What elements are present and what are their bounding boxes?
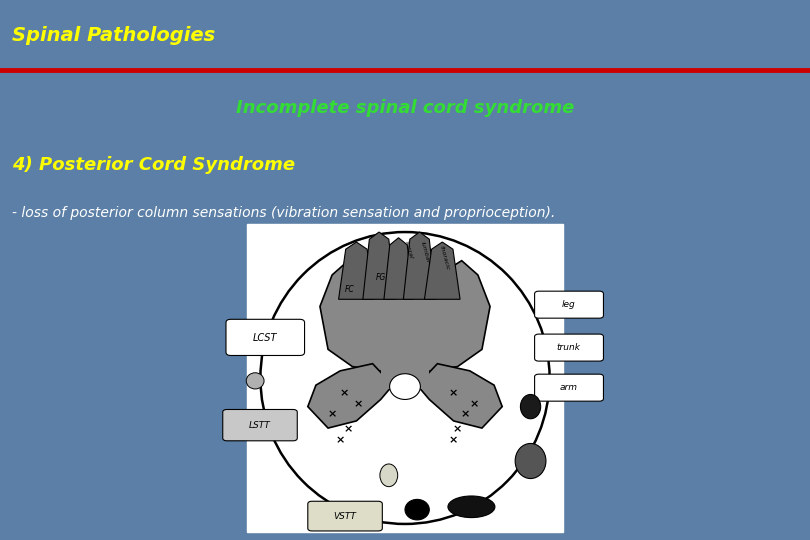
- Text: thoracic: thoracic: [438, 245, 450, 271]
- Text: ×: ×: [327, 409, 337, 419]
- Text: LSTT: LSTT: [249, 421, 271, 430]
- Ellipse shape: [246, 373, 264, 389]
- Text: ×: ×: [339, 388, 349, 399]
- FancyBboxPatch shape: [223, 409, 297, 441]
- Text: ×: ×: [449, 388, 458, 399]
- Text: VSTT: VSTT: [334, 512, 356, 521]
- Text: leg: leg: [562, 300, 575, 309]
- Text: LCST: LCST: [253, 333, 277, 343]
- Polygon shape: [403, 232, 436, 299]
- Ellipse shape: [521, 394, 541, 419]
- Text: Spinal Pathologies: Spinal Pathologies: [12, 25, 215, 45]
- Text: ×: ×: [453, 424, 463, 435]
- Ellipse shape: [405, 500, 429, 520]
- Text: Incomplete spinal cord syndrome: Incomplete spinal cord syndrome: [236, 99, 574, 117]
- FancyBboxPatch shape: [535, 334, 603, 361]
- Polygon shape: [381, 361, 429, 389]
- Polygon shape: [384, 238, 413, 299]
- Text: sacral: sacral: [404, 240, 414, 259]
- Polygon shape: [424, 242, 460, 299]
- FancyBboxPatch shape: [535, 291, 603, 318]
- Text: lumbar: lumbar: [420, 241, 431, 264]
- Text: ×: ×: [343, 424, 353, 435]
- FancyBboxPatch shape: [535, 374, 603, 401]
- Ellipse shape: [448, 496, 495, 517]
- Text: - loss of posterior column sensations (vibration sensation and proprioception).: - loss of posterior column sensations (v…: [12, 206, 556, 220]
- FancyBboxPatch shape: [308, 501, 382, 531]
- FancyBboxPatch shape: [226, 319, 305, 355]
- Text: trunk: trunk: [556, 343, 581, 352]
- Ellipse shape: [390, 374, 420, 400]
- Text: FG: FG: [376, 273, 386, 282]
- Polygon shape: [320, 261, 490, 375]
- Ellipse shape: [261, 232, 549, 524]
- Text: FC: FC: [345, 285, 355, 294]
- Polygon shape: [417, 364, 502, 428]
- Text: 4) Posterior Cord Syndrome: 4) Posterior Cord Syndrome: [12, 156, 296, 174]
- Text: ×: ×: [353, 399, 363, 409]
- Text: ×: ×: [461, 409, 471, 419]
- Ellipse shape: [380, 464, 398, 487]
- Text: ×: ×: [469, 399, 479, 409]
- FancyBboxPatch shape: [247, 224, 563, 532]
- Text: ×: ×: [449, 435, 458, 445]
- Polygon shape: [339, 242, 374, 299]
- Text: ×: ×: [335, 435, 345, 445]
- Text: arm: arm: [560, 383, 578, 392]
- Ellipse shape: [515, 443, 546, 478]
- Polygon shape: [308, 364, 393, 428]
- Polygon shape: [363, 232, 395, 299]
